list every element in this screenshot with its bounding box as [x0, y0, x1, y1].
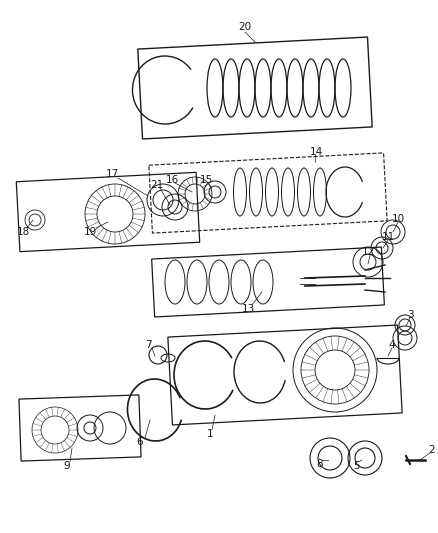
Text: 20: 20 — [238, 22, 251, 32]
Text: 5: 5 — [353, 461, 359, 471]
Text: 21: 21 — [150, 180, 164, 190]
Text: 10: 10 — [392, 214, 405, 224]
Text: 8: 8 — [317, 459, 323, 469]
Text: 4: 4 — [389, 340, 396, 350]
Text: 17: 17 — [106, 169, 119, 179]
Text: 1: 1 — [207, 429, 213, 439]
Text: 6: 6 — [137, 437, 143, 447]
Text: 11: 11 — [381, 232, 395, 242]
Text: 16: 16 — [166, 175, 179, 185]
Text: 15: 15 — [199, 175, 212, 185]
Text: 2: 2 — [429, 445, 435, 455]
Text: 14: 14 — [309, 147, 323, 157]
Text: 7: 7 — [145, 340, 151, 350]
Text: 18: 18 — [16, 227, 30, 237]
Text: 12: 12 — [361, 247, 374, 257]
Text: 9: 9 — [64, 461, 71, 471]
Text: 13: 13 — [241, 304, 254, 314]
Text: 19: 19 — [83, 227, 97, 237]
Text: 3: 3 — [407, 310, 413, 320]
